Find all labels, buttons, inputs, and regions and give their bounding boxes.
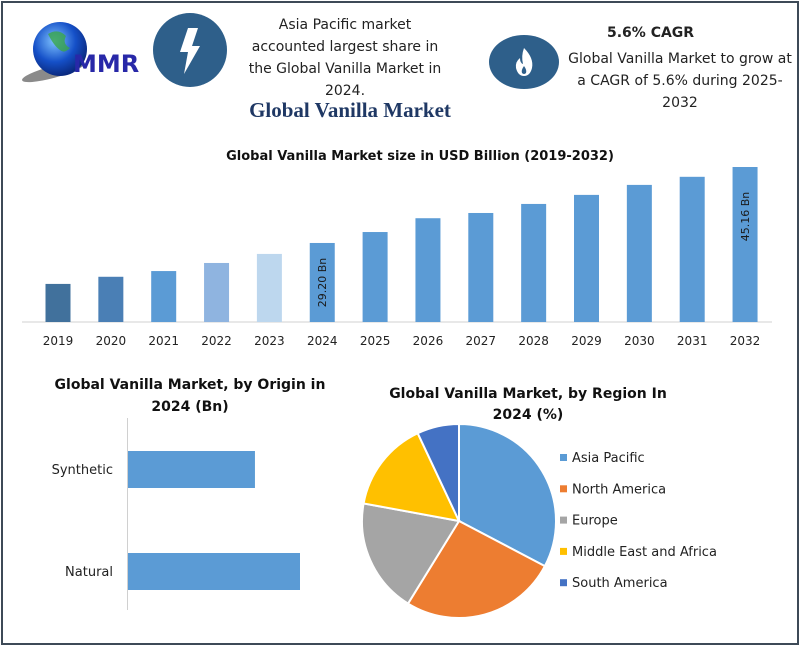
data-label-2032: 45.16 Bn bbox=[739, 192, 752, 242]
x-tick-2019: 2019 bbox=[43, 334, 74, 348]
data-label-2024: 29.20 Bn bbox=[316, 258, 329, 308]
origin-title-line2: 2024 (Bn) bbox=[151, 399, 228, 415]
legend-label-south-america: South America bbox=[572, 576, 668, 591]
bar-2022 bbox=[204, 262, 230, 322]
x-tick-2028: 2028 bbox=[518, 334, 549, 348]
x-tick-2024: 2024 bbox=[307, 334, 338, 348]
origin-bar-natural bbox=[128, 553, 300, 590]
bar-2025 bbox=[362, 232, 388, 322]
bar-2020 bbox=[98, 276, 124, 322]
bar-2028 bbox=[521, 203, 547, 322]
x-tick-2026: 2026 bbox=[413, 334, 444, 348]
x-tick-2032: 2032 bbox=[730, 334, 761, 348]
info-asia-pacific: Asia Pacific market accounted largest sh… bbox=[248, 17, 442, 99]
bar-2027 bbox=[468, 212, 494, 322]
legend-swatch-middle-east-and-africa bbox=[560, 547, 567, 555]
bar-2031 bbox=[679, 176, 705, 322]
bar-2021 bbox=[151, 271, 177, 322]
flame-icon bbox=[489, 35, 559, 89]
pie-slice-europe bbox=[361, 502, 461, 605]
bar-2030 bbox=[626, 184, 652, 322]
bar-2026 bbox=[415, 218, 441, 322]
bar-chart-title: Global Vanilla Market size in USD Billio… bbox=[226, 149, 614, 164]
x-tick-2023: 2023 bbox=[254, 334, 285, 348]
mmr-logo: MMR bbox=[18, 14, 153, 89]
cagr-heading: 5.6% CAGR bbox=[607, 25, 695, 41]
globe-icon: MMR bbox=[22, 22, 139, 83]
origin-title-line1: Global Vanilla Market, by Origin in bbox=[55, 377, 326, 393]
origin-bar-synthetic bbox=[128, 451, 255, 488]
pie-slice-asia-pacific bbox=[458, 422, 557, 568]
x-tick-2029: 2029 bbox=[571, 334, 602, 348]
region-title-line1: Global Vanilla Market, by Region In bbox=[389, 386, 667, 402]
cagr-text: Global Vanilla Market to grow at a CAGR … bbox=[568, 51, 792, 111]
legend-label-north-america: North America bbox=[572, 482, 666, 497]
page-title: Global Vanilla Market bbox=[249, 98, 451, 122]
x-tick-2025: 2025 bbox=[360, 334, 391, 348]
x-tick-2027: 2027 bbox=[466, 334, 497, 348]
svg-text:MMR: MMR bbox=[73, 50, 139, 78]
pie-slice-north-america bbox=[406, 519, 547, 619]
bar-2029 bbox=[574, 194, 599, 322]
x-tick-2031: 2031 bbox=[677, 334, 708, 348]
bar-2024 bbox=[309, 242, 335, 322]
bar-2019 bbox=[45, 283, 71, 322]
pie-slice-middle-east-and-africa bbox=[362, 431, 461, 523]
origin-label-synthetic: Synthetic bbox=[52, 463, 113, 478]
x-tick-2022: 2022 bbox=[201, 334, 232, 348]
legend-label-europe: Europe bbox=[572, 514, 618, 529]
legend-swatch-south-america bbox=[560, 579, 567, 587]
legend-label-asia-pacific: Asia Pacific bbox=[572, 451, 645, 466]
origin-label-natural: Natural bbox=[65, 565, 113, 580]
legend-swatch-asia-pacific bbox=[560, 454, 567, 461]
x-tick-2030: 2030 bbox=[624, 334, 655, 348]
legend-swatch-north-america bbox=[560, 485, 567, 493]
legend-swatch-europe bbox=[560, 516, 567, 524]
x-tick-2021: 2021 bbox=[148, 334, 179, 348]
bar-2023 bbox=[256, 253, 282, 322]
lightning-icon bbox=[153, 13, 227, 87]
legend-label-middle-east-and-africa: Middle East and Africa bbox=[572, 545, 717, 560]
x-tick-2020: 2020 bbox=[96, 334, 127, 348]
pie-slice-south-america bbox=[416, 422, 460, 522]
region-title-line2: 2024 (%) bbox=[493, 407, 564, 423]
bar-2032 bbox=[732, 167, 758, 322]
